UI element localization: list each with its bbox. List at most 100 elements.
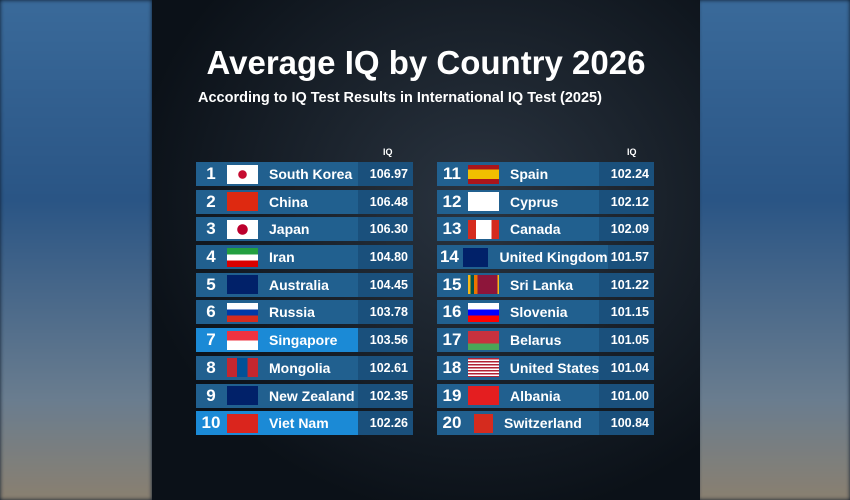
rank: 7 (206, 330, 216, 350)
country-name: Spain (510, 166, 549, 182)
country-name: New Zealand (269, 387, 355, 404)
rank: 4 (206, 247, 216, 267)
flag-ir-icon (227, 247, 258, 267)
iq-value: 103.56 (358, 328, 413, 353)
rank: 1 (206, 164, 216, 183)
table-row: 12 Cyprus 102.12 (437, 189, 654, 214)
country-name: Slovenia (510, 304, 568, 321)
table-row: 9 New Zealand 102.35 (196, 383, 413, 408)
table-row: 4 Iran 104.80 (196, 245, 413, 270)
rank: 5 (206, 274, 216, 294)
iq-value: 101.57 (607, 245, 654, 270)
country-name: Iran (269, 249, 295, 266)
flag-ch-icon (474, 413, 493, 433)
country-name: United Kingdom (499, 249, 608, 266)
flag-kr-icon (227, 164, 258, 184)
flag-vn-icon (227, 413, 258, 433)
ranking-column-right: 11 Spain 102.24 12 Cyprus 102.12 13 Canada… (437, 162, 654, 439)
country-name: Viet Nam (269, 415, 329, 432)
iq-header-right: IQ (627, 147, 637, 157)
iq-value: 101.04 (599, 355, 654, 380)
table-row: 17 Belarus 101.05 (437, 328, 654, 353)
table-row: 20 Switzerland 100.84 (437, 411, 654, 436)
flag-au-icon (227, 275, 258, 295)
table-row: 19 Albania 101.00 (437, 383, 654, 408)
rank: 2 (206, 191, 216, 211)
country-name: South Korea (269, 166, 353, 182)
iq-value: 101.22 (599, 272, 654, 297)
flag-jp-icon (227, 219, 258, 239)
iq-value: 104.45 (358, 272, 413, 297)
flag-mn-icon (227, 358, 258, 378)
flag-nz-icon (227, 386, 258, 405)
rank: 15 (442, 274, 462, 294)
table-row: 14 United Kingdom 101.57 (437, 245, 654, 270)
rank: 9 (206, 385, 216, 405)
table-row: 16 Slovenia 101.15 (437, 300, 654, 325)
table-row: 11 Spain 102.24 (437, 162, 654, 186)
rank: 18 (442, 357, 462, 377)
country-name: Japan (269, 221, 310, 238)
country-name: Singapore (269, 332, 338, 349)
page-title: Average IQ by Country 2026 (206, 44, 646, 81)
iq-value: 106.48 (358, 189, 413, 214)
rank: 13 (442, 219, 462, 239)
rank: 11 (443, 164, 461, 183)
country-name: China (269, 193, 308, 210)
rank: 3 (206, 219, 216, 239)
table-row: 13 Canada 102.09 (437, 217, 654, 242)
rank: 10 (201, 413, 221, 433)
ranking-column-left: 1 South Korea 106.97 2 China 106.48 3 Japa… (196, 162, 413, 439)
flag-lk-icon (468, 275, 499, 295)
country-name: Belarus (510, 332, 562, 349)
iq-value: 102.24 (599, 162, 654, 186)
table-row: 7 Singapore 103.56 (196, 328, 413, 353)
flag-si-icon (468, 302, 499, 322)
flag-ru-icon (227, 302, 258, 322)
rank: 12 (442, 191, 462, 211)
flag-gb-icon (462, 247, 489, 267)
flag-ca-icon (468, 219, 499, 239)
table-row: 3 Japan 106.30 (196, 217, 413, 242)
country-name: Russia (269, 304, 315, 321)
iq-value: 104.80 (358, 245, 413, 270)
subtitle: According to IQ Test Results in Internat… (198, 90, 602, 106)
table-row: 5 Australia 104.45 (196, 272, 413, 297)
iq-value: 102.26 (358, 411, 413, 436)
iq-header-left: IQ (383, 147, 393, 157)
rank: 6 (206, 302, 216, 322)
flag-cy-icon (468, 192, 499, 212)
table-row: 15 Sri Lanka 101.22 (437, 272, 654, 297)
iq-value: 103.78 (358, 300, 413, 325)
country-name: Sri Lanka (510, 276, 574, 293)
flag-al-icon (468, 386, 499, 405)
iq-value: 102.09 (599, 217, 654, 242)
table-row: 8 Mongolia 102.61 (196, 355, 413, 380)
table-row: 2 China 106.48 (196, 189, 413, 214)
country-name: Mongolia (269, 359, 331, 376)
flag-by-icon (468, 330, 499, 350)
iq-value: 100.84 (599, 411, 654, 436)
table-row: 18 United States 101.04 (437, 355, 654, 380)
iq-value: 101.05 (599, 328, 654, 353)
country-name: Cyprus (510, 193, 559, 210)
rank: 17 (442, 330, 462, 350)
infographic: Average IQ by Country 2026 According to … (152, 0, 700, 500)
rank: 20 (442, 413, 462, 433)
flag-cn-icon (227, 192, 258, 212)
country-name: United States (509, 359, 600, 376)
table-row: 1 South Korea 106.97 (196, 162, 413, 186)
country-name: Switzerland (504, 415, 582, 432)
table-row: 10 Viet Nam 102.26 (196, 411, 413, 436)
iq-value: 102.12 (599, 189, 654, 214)
country-name: Australia (269, 276, 329, 293)
country-name: Canada (510, 221, 561, 238)
rank: 16 (442, 302, 462, 322)
iq-value: 101.15 (599, 300, 654, 325)
iq-value: 102.35 (358, 383, 413, 408)
iq-value: 106.97 (358, 162, 413, 186)
flag-es-icon (468, 164, 499, 184)
flag-us-icon (467, 358, 499, 378)
blurred-background-left (0, 0, 152, 500)
iq-value: 106.30 (358, 217, 413, 242)
